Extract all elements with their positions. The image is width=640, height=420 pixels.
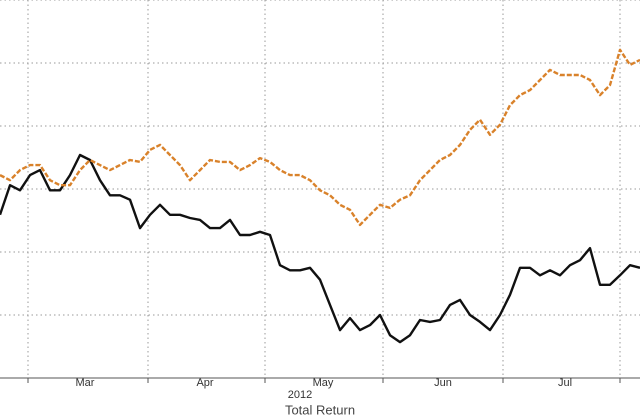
x-tick-label: Jun <box>434 377 452 389</box>
x-tick-label: May <box>313 377 334 389</box>
x-tick-label: Jul <box>558 377 572 389</box>
series-line <box>0 48 640 227</box>
x-tick-label: Apr <box>196 377 213 389</box>
series-line <box>0 153 640 344</box>
x-tick-label: Mar <box>76 377 95 389</box>
x-axis-title: Total Return <box>285 402 355 417</box>
year-label: 2012 <box>288 389 312 401</box>
